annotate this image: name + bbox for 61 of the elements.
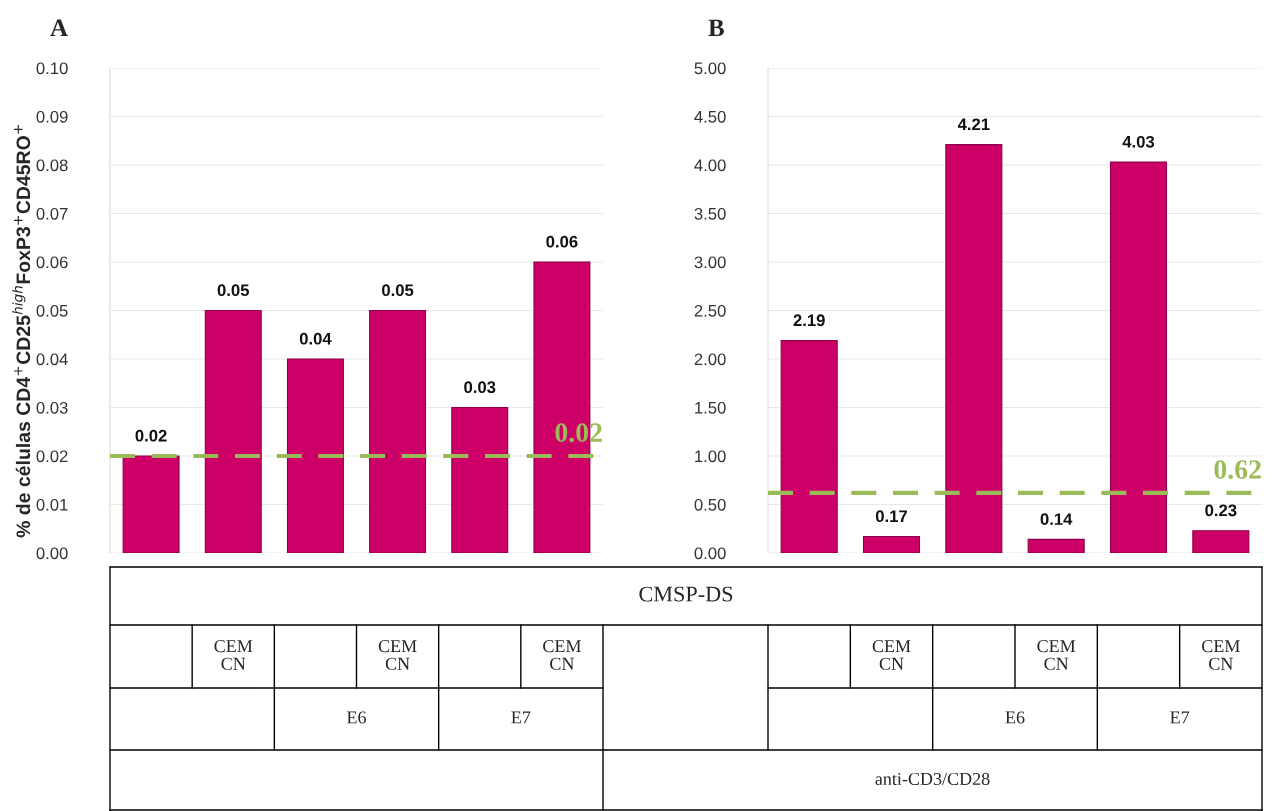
bar	[286, 358, 344, 553]
chart-title: A	[50, 19, 68, 37]
bar	[945, 144, 1003, 553]
text: E6	[1005, 711, 1025, 724]
y-tick-label: 5.00	[694, 62, 726, 75]
y-tick-label: 3.50	[694, 207, 726, 220]
y-tick-label: 4.50	[694, 110, 726, 123]
data-label: 0.05	[382, 284, 414, 297]
y-tick-label: 0.01	[36, 498, 68, 511]
data-label: 0.03	[464, 381, 496, 394]
y-tick-label: 2.00	[694, 353, 726, 366]
x-tick-label: CEM CN	[543, 640, 581, 670]
x-tick-label: CEM CN	[1202, 640, 1240, 670]
y-tick-label: 0.00	[694, 547, 726, 560]
bar	[1109, 161, 1168, 553]
x-tick-label: CEM CN	[872, 640, 911, 670]
data-label: 0.05	[217, 284, 250, 297]
y-tick-label: 0.04	[36, 353, 68, 366]
y-tick-label: 0.03	[36, 401, 68, 414]
text: CMSP-DS	[639, 586, 733, 602]
y-tick-label: 3.00	[694, 256, 726, 269]
text: E6	[346, 711, 366, 724]
data-label: 4.21	[957, 118, 990, 131]
y-tick-label: 1.50	[695, 401, 726, 414]
y-tick-label: 4.00	[694, 159, 726, 172]
bar	[369, 309, 427, 553]
data-label: 2.19	[793, 314, 825, 327]
data-label: 4.03	[1122, 135, 1155, 148]
bar	[862, 535, 921, 553]
y-tick-label: 0.08	[36, 159, 68, 172]
data-label: 0.23	[1205, 504, 1237, 517]
y-tick-label: 0.07	[36, 207, 68, 220]
y-tick-label: 1.00	[695, 450, 726, 463]
data-label: 0.17	[875, 510, 907, 523]
data-label: 0.06	[546, 235, 578, 248]
bar	[122, 455, 180, 553]
y-tick-label: 0.06	[36, 256, 68, 269]
data-label: 0.14	[1040, 513, 1073, 526]
bar	[1027, 538, 1085, 553]
bar	[1192, 530, 1250, 553]
y-tick-label: 2.50	[694, 304, 726, 317]
x-tick-label: CEM CN	[214, 640, 253, 670]
x-tick-label: CEM CN	[1037, 640, 1076, 670]
x-tick-label: CEM CN	[378, 640, 417, 670]
text: E7	[1170, 711, 1190, 724]
data-label: 0.02	[135, 429, 167, 442]
y-tick-label: 0.05	[36, 304, 68, 317]
y-axis-title: % de células CD4$^{+}$CD25$^{high}$FoxP3$^{+}$CD45RO$^{+}$	[12, 125, 31, 538]
chart-title: B	[708, 19, 724, 37]
bar	[780, 340, 838, 553]
y-tick-label: 0.50	[694, 498, 726, 511]
data-label: 0.04	[299, 332, 332, 345]
y-tick-label: 0.09	[36, 110, 68, 123]
bar	[204, 309, 262, 553]
y-tick-label: 0.00	[36, 547, 68, 560]
text: E7	[511, 711, 531, 724]
y-tick-label: 0.10	[36, 62, 68, 75]
bar	[451, 406, 509, 553]
text: anti-CD3/CD28	[875, 772, 990, 786]
y-tick-label: 0.02	[36, 450, 68, 463]
ref-line-label: 0.62	[1214, 460, 1261, 480]
